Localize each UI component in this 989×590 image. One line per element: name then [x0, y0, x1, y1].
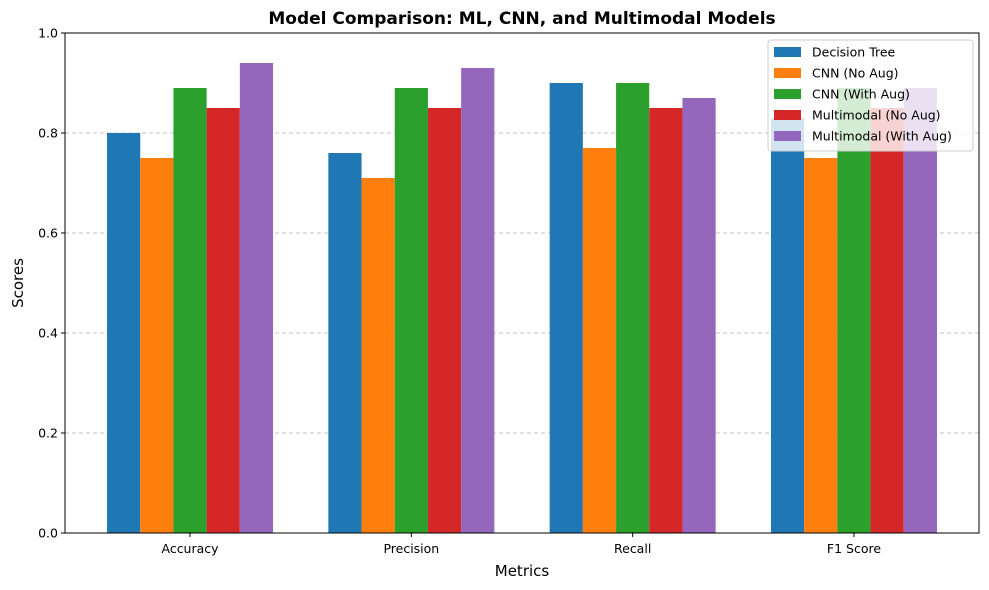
- y-tick-label: 0.0: [38, 526, 58, 541]
- y-tick-label: 1.0: [38, 26, 58, 41]
- y-tick-label: 0.4: [38, 326, 58, 341]
- bar-cnn-with-aug-recall: [616, 83, 650, 533]
- legend-swatch: [774, 68, 801, 78]
- bar-cnn-no-aug-accuracy: [140, 158, 174, 533]
- legend-swatch: [774, 110, 801, 120]
- y-tick-label: 0.6: [38, 226, 58, 241]
- bar-decision-tree-accuracy: [107, 133, 141, 533]
- y-tick-label: 0.8: [38, 126, 58, 141]
- axes: 0.0 0.2 0.4 0.6 0.8 1.0 Accuracy Precision Recal…: [38, 26, 980, 556]
- bar-cnn-with-aug-accuracy: [173, 88, 207, 533]
- x-tick-label: Recall: [614, 541, 651, 556]
- bar-cnn-no-aug-recall: [582, 148, 617, 533]
- legend-swatch: [774, 47, 801, 57]
- legend-label: CNN (With Aug): [812, 87, 910, 102]
- bar-cnn-no-aug-f1-score: [804, 158, 838, 533]
- bar-multimodal-no-aug-recall: [649, 108, 683, 533]
- y-tick-label: 0.2: [38, 426, 58, 441]
- bar-multimodal-with-aug-f1-score: [903, 88, 937, 533]
- legend-swatch: [774, 131, 801, 141]
- x-tick-label: Accuracy: [161, 541, 219, 556]
- chart-title: Model Comparison: ML, CNN, and Multimoda…: [268, 9, 775, 29]
- legend-swatch: [774, 89, 801, 99]
- x-tick-label: Precision: [383, 541, 439, 556]
- bar-multimodal-with-aug-precision: [461, 68, 495, 533]
- legend-label: Multimodal (No Aug): [812, 108, 941, 123]
- x-axis-label: Metrics: [495, 562, 550, 580]
- bar-decision-tree-recall: [549, 83, 583, 533]
- legend-label: Decision Tree: [812, 45, 896, 60]
- y-axis-label: Scores: [9, 258, 27, 308]
- bar-decision-tree-precision: [328, 153, 362, 533]
- bar-cnn-with-aug-precision: [394, 88, 428, 533]
- x-tick-label: F1 Score: [827, 541, 881, 556]
- legend-label: CNN (No Aug): [812, 66, 899, 81]
- plot-frame: [64, 32, 980, 534]
- legend-box: [767, 39, 974, 152]
- bar-decision-tree-f1-score: [770, 118, 805, 533]
- bar-multimodal-with-aug-accuracy: [239, 63, 274, 533]
- bars: [107, 63, 937, 533]
- bar-multimodal-no-aug-f1-score: [870, 108, 904, 533]
- bar-multimodal-no-aug-accuracy: [206, 108, 240, 533]
- bar-multimodal-with-aug-recall: [682, 98, 716, 533]
- legend-label: Multimodal (With Aug): [812, 129, 952, 144]
- bar-multimodal-no-aug-precision: [427, 108, 462, 533]
- legend: Decision Tree CNN (No Aug) CNN (With Aug) M…: [767, 39, 974, 152]
- bar-cnn-with-aug-f1-score: [837, 88, 871, 533]
- bar-cnn-no-aug-precision: [361, 178, 395, 533]
